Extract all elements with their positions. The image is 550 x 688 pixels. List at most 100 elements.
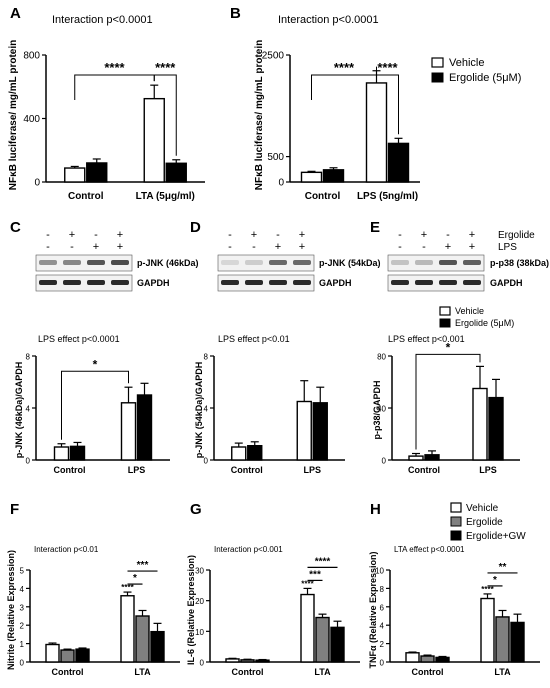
blot-sign-lps: - xyxy=(252,241,256,253)
bar-ergolide-m- xyxy=(322,169,345,183)
blot-sign-ergolide: - xyxy=(228,229,232,241)
bar-vehicle xyxy=(64,167,86,183)
chart-c-title: LPS effect p<0.0001 xyxy=(38,334,120,344)
significance-label: **** xyxy=(301,579,314,588)
significance-bracket xyxy=(153,74,177,156)
significance-label: **** xyxy=(334,60,355,75)
legend-top: Vehicle Ergolide (5μM) xyxy=(431,57,521,84)
x-category-label: LPS xyxy=(479,465,497,475)
panel-letter-b: B xyxy=(230,5,241,22)
blot-sign-ergolide: - xyxy=(398,229,402,241)
chart-a-ylabel: NFκB luciferase/ mg/mL protein xyxy=(8,40,19,190)
legend-swatch-ergolide xyxy=(450,516,462,527)
chart-b-ylabel: NFκB luciferase/ mg/mL protein xyxy=(254,40,265,190)
y-tick-label: 0 xyxy=(20,659,25,668)
bar-ergolide-m- xyxy=(136,394,153,461)
blot-band-gapdh xyxy=(415,280,433,285)
y-tick-label: 500 xyxy=(267,152,284,163)
blot-d: - + - +- - + +p-JNK (54kDa)GAPDH xyxy=(217,229,381,292)
significance-label: ** xyxy=(499,562,507,573)
bar-ergolide-gw xyxy=(435,656,450,663)
y-tick-label: 20 xyxy=(195,597,204,606)
blot-box-target xyxy=(387,254,485,272)
blot-band-gapdh xyxy=(293,280,311,285)
y-tick-label: 2 xyxy=(20,622,25,631)
blot-c: - + - +- - + +p-JNK (46kDa)GAPDH xyxy=(35,229,199,292)
blot-sign-ergolide: - xyxy=(94,229,98,241)
y-tick-label: 0 xyxy=(278,178,284,189)
chart-e: 0 40 80 Control LPS * xyxy=(377,340,520,475)
chart-g-title: Interaction p<0.001 xyxy=(214,545,283,554)
blot-sign-lps: - xyxy=(422,241,426,253)
panel-letter-c: C xyxy=(10,219,21,236)
y-tick-label: 40 xyxy=(377,405,386,414)
blot-sign-ergolide: + xyxy=(299,229,305,241)
legend-swatch-vehicle xyxy=(431,57,444,68)
y-tick-label: 4 xyxy=(26,405,31,414)
bar-vehicle xyxy=(53,446,70,461)
significance-bracket xyxy=(415,353,481,450)
panel-letter-e: E xyxy=(370,219,380,236)
significance-bracket xyxy=(61,370,129,440)
bar-ergolide-gw xyxy=(330,626,345,663)
bar-vehicle xyxy=(405,652,420,663)
y-tick-label: 400 xyxy=(23,114,40,125)
x-category-label: LTA xyxy=(314,667,331,677)
x-category-label: LPS (5ng/ml) xyxy=(357,191,418,202)
bar-vehicle xyxy=(365,82,388,183)
legend-label-ergolide: Ergolide (5μM) xyxy=(449,72,521,84)
blot-band-gapdh xyxy=(463,280,481,285)
bar-ergolide-m- xyxy=(312,402,328,461)
y-tick-label: 0 xyxy=(34,178,40,189)
bar-ergolide-m- xyxy=(247,445,263,461)
chart-a-title: Interaction p<0.0001 xyxy=(52,14,153,26)
blot-sign-lps: + xyxy=(93,241,99,253)
x-category-label: Control xyxy=(232,667,264,677)
significance-label: **** xyxy=(481,585,494,594)
y-tick-label: 30 xyxy=(195,567,204,576)
legend-swatch-ergolide xyxy=(431,72,444,83)
chart-g-ylabel: IL-6 (Relative Expression) xyxy=(186,555,196,665)
blot-band-gapdh xyxy=(221,280,239,285)
significance-label: **** xyxy=(121,583,134,592)
blot-sign-ergolide: - xyxy=(46,229,50,241)
bar-vehicle xyxy=(480,597,495,663)
legend-label-ergolide: Ergolide xyxy=(466,517,503,528)
significance-bracket xyxy=(74,74,155,100)
y-tick-label: 5 xyxy=(20,567,25,576)
significance-label: **** xyxy=(377,60,398,75)
blot-row-label-lps: LPS xyxy=(498,242,517,253)
blot-row-label-ergolide: Ergolide xyxy=(498,230,535,241)
blot-sign-ergolide: - xyxy=(446,229,450,241)
bar-ergolide-m- xyxy=(86,162,108,183)
x-category-label: LTA (5μg/ml) xyxy=(136,191,195,202)
bar-vehicle xyxy=(408,455,424,461)
y-tick-label: 1 xyxy=(20,640,25,649)
blot-band-target xyxy=(415,260,433,265)
bar-ergolide xyxy=(135,615,150,663)
significance-label: **** xyxy=(315,556,331,567)
bar-ergolide-gw xyxy=(75,648,90,663)
legend-swatch-ergolide xyxy=(439,318,451,328)
legend-swatch-vehicle xyxy=(450,502,462,513)
blot-sign-lps: + xyxy=(469,241,475,253)
blot-band-target xyxy=(221,260,239,265)
blot-label-gapdh: GAPDH xyxy=(319,278,352,288)
blot-sign-lps: - xyxy=(398,241,402,253)
y-tick-label: 6 xyxy=(380,603,385,612)
y-tick-label: 10 xyxy=(195,628,204,637)
legend-label-ergolide: Ergolide (5μM) xyxy=(455,318,514,328)
blot-band-target xyxy=(39,260,57,265)
blot-band-target xyxy=(63,260,81,265)
bar-ergolide xyxy=(495,616,510,663)
significance-label: *** xyxy=(309,569,321,580)
y-tick-label: 0 xyxy=(200,659,205,668)
bar-vehicle xyxy=(120,595,135,663)
blot-sign-ergolide: + xyxy=(251,229,257,241)
bar-ergolide-gw xyxy=(150,630,165,663)
bar-ergolide-m- xyxy=(69,445,86,461)
y-tick-label: 2 xyxy=(380,640,385,649)
